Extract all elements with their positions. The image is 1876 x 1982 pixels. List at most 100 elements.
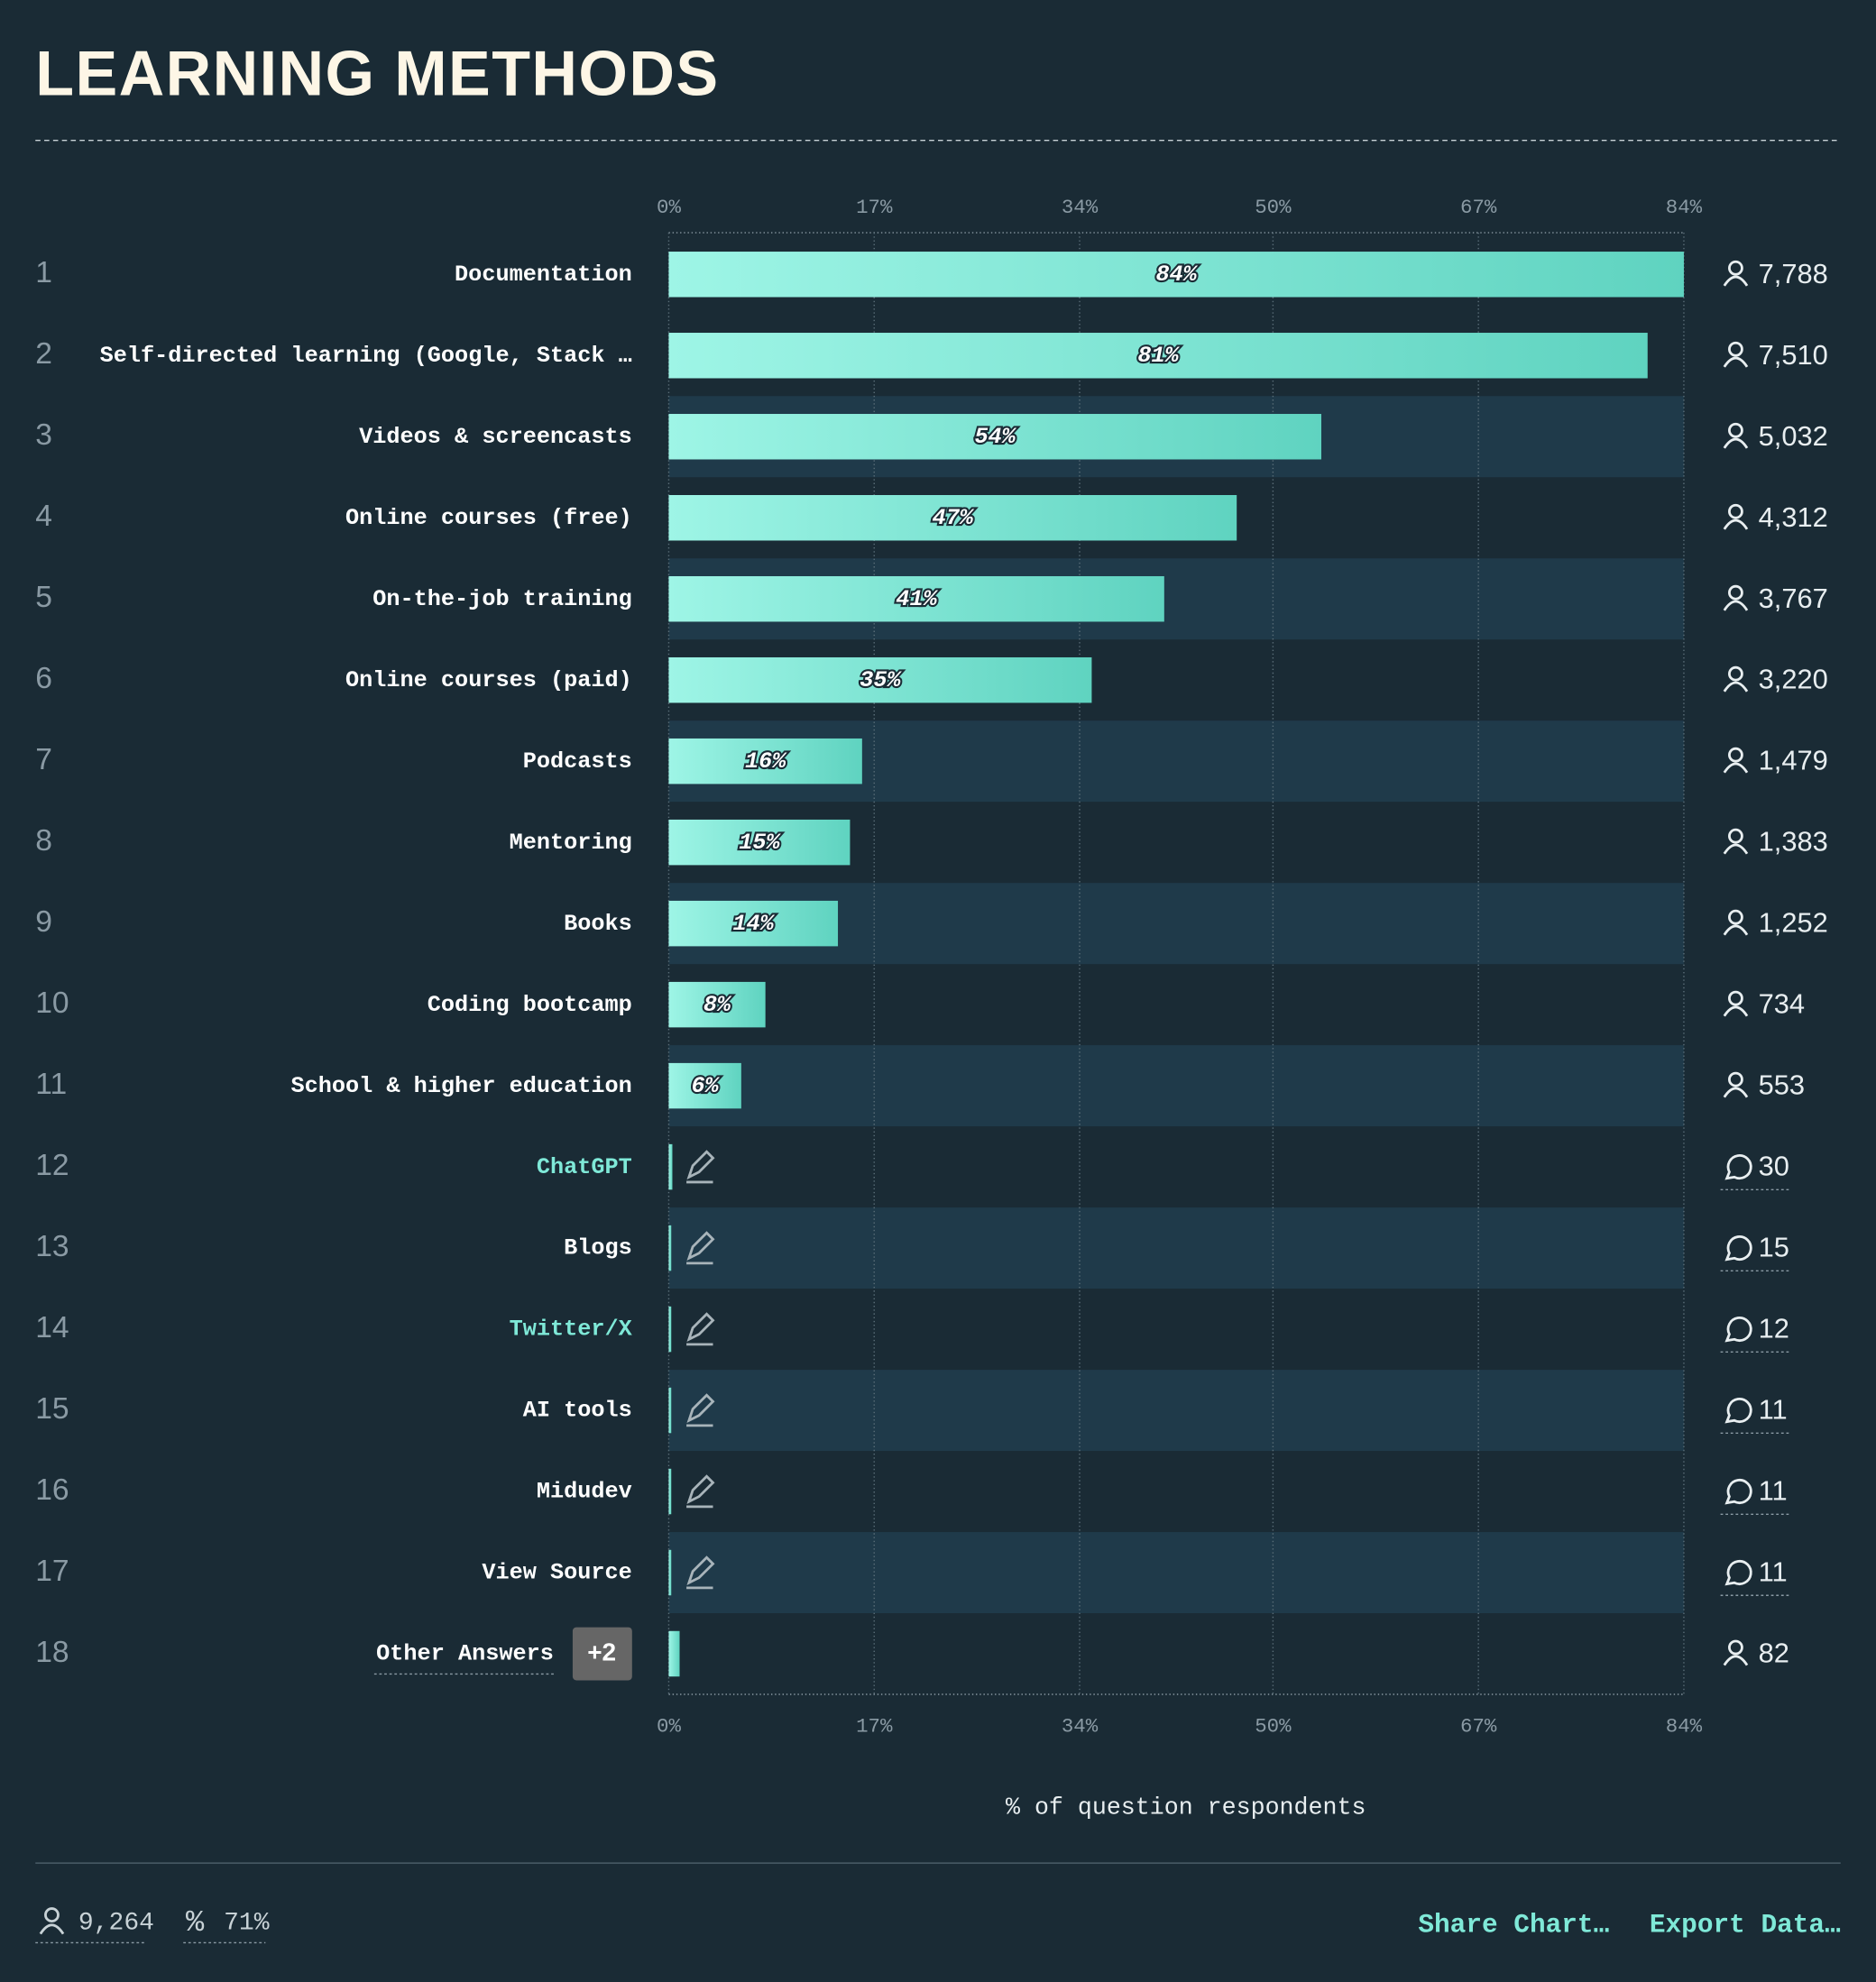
- rank: 15: [35, 1392, 69, 1426]
- bar: [668, 1630, 680, 1677]
- icon-part: [1723, 843, 1749, 855]
- icon-part: [686, 1474, 715, 1505]
- icon-part: [686, 1150, 715, 1180]
- icon-part: [1728, 503, 1743, 519]
- bar: [668, 981, 766, 1028]
- export-button[interactable]: Export Data…: [1650, 1910, 1841, 1941]
- footer-respondents: 9,264: [78, 1909, 154, 1937]
- count-icon: [1724, 1397, 1752, 1424]
- bar: [668, 252, 1684, 298]
- count-label: 11: [1759, 1556, 1788, 1588]
- category-label: Videos & screencasts: [359, 424, 632, 450]
- count-label: 82: [1759, 1638, 1789, 1669]
- edit-icon[interactable]: [686, 1150, 715, 1184]
- icon-part: [1724, 1235, 1752, 1262]
- row-stripe: [668, 1207, 1684, 1289]
- bar: [668, 738, 862, 785]
- icon-part: [1723, 275, 1749, 287]
- bar: [668, 1468, 672, 1515]
- icon-part: [1728, 1071, 1743, 1087]
- bar: [668, 1549, 672, 1596]
- count-label: 7,788: [1759, 258, 1828, 289]
- rank: 9: [35, 905, 52, 939]
- edit-icon[interactable]: [686, 1231, 715, 1265]
- count-label: 30: [1759, 1151, 1789, 1182]
- category-label: Blogs: [564, 1235, 632, 1262]
- bar: [668, 1387, 672, 1434]
- respondents-icon: [39, 1907, 65, 1935]
- category-label: Books: [564, 911, 632, 937]
- icon-part: [1724, 1478, 1752, 1505]
- x-tick-label: 0%: [657, 196, 681, 219]
- icon-part: [1723, 681, 1749, 693]
- category-label: Other Answers: [376, 1641, 554, 1667]
- count-label: 12: [1759, 1313, 1789, 1344]
- share-button[interactable]: Share Chart…: [1418, 1910, 1609, 1941]
- edit-icon[interactable]: [686, 1312, 715, 1346]
- rank: 14: [35, 1311, 69, 1344]
- row-stripe: [668, 1045, 1684, 1127]
- count-label: 553: [1759, 1069, 1805, 1101]
- bar: [668, 1143, 673, 1190]
- count-icon: [1723, 422, 1749, 449]
- rank: 6: [35, 662, 52, 695]
- icon-part: [686, 1393, 715, 1424]
- count-icon: [1724, 1154, 1752, 1180]
- bar: [668, 900, 839, 947]
- icon-part: [1723, 356, 1749, 368]
- count-icon: [1723, 260, 1749, 287]
- category-label: School & higher education: [290, 1073, 631, 1099]
- icon-part: [1723, 1087, 1749, 1098]
- rank: 18: [35, 1636, 69, 1669]
- footer-percentage: 71%: [224, 1909, 270, 1937]
- icon-part: [1728, 422, 1743, 438]
- count-icon: [1723, 909, 1749, 936]
- bar: [668, 1306, 672, 1353]
- category-label: View Source: [482, 1560, 631, 1586]
- rank: 2: [35, 337, 52, 371]
- more-badge-label: +2: [587, 1638, 616, 1665]
- count-icon: [1723, 1639, 1749, 1666]
- rank: 5: [35, 581, 52, 614]
- edit-icon[interactable]: [686, 1555, 715, 1590]
- count-icon: [1723, 747, 1749, 774]
- x-tick-label: 34%: [1062, 196, 1099, 219]
- bar: [668, 414, 1321, 460]
- count-icon: [1724, 1235, 1752, 1262]
- more-badge[interactable]: [572, 1627, 632, 1681]
- category-label: Mentoring: [510, 830, 632, 856]
- value-label: 81%: [1137, 343, 1180, 369]
- rank: 17: [35, 1555, 69, 1588]
- chart-title: LEARNING METHODS: [35, 39, 719, 109]
- icon-part: [686, 1555, 715, 1586]
- icon-part: [1728, 341, 1743, 357]
- count-label: 3,767: [1759, 583, 1828, 614]
- x-tick-label: 17%: [856, 196, 893, 219]
- bar: [668, 1062, 741, 1109]
- count-label: 11: [1759, 1475, 1788, 1507]
- x-tick-label: 84%: [1666, 196, 1703, 219]
- rank: 10: [35, 986, 69, 1020]
- category-label: Online courses (paid): [345, 667, 632, 693]
- bar: [668, 819, 851, 866]
- rank: 13: [35, 1230, 69, 1263]
- bar: [668, 495, 1237, 541]
- edit-icon[interactable]: [686, 1393, 715, 1427]
- count-icon: [1723, 503, 1749, 530]
- x-tick-label: 50%: [1255, 1715, 1292, 1739]
- x-tick-label: 17%: [856, 1715, 893, 1739]
- icon-part: [1723, 518, 1749, 530]
- edit-icon[interactable]: [686, 1474, 715, 1509]
- value-label: 47%: [933, 505, 975, 531]
- count-icon: [1723, 341, 1749, 368]
- count-label: 734: [1759, 988, 1805, 1020]
- icon-part: [1723, 762, 1749, 774]
- row-stripe: [668, 1370, 1684, 1452]
- icon-part: [1728, 584, 1743, 601]
- category-label: Twitter/X: [510, 1317, 633, 1343]
- icon-part: [1724, 1317, 1752, 1343]
- category-label: AI tools: [523, 1398, 632, 1424]
- row-stripe: [668, 1532, 1684, 1614]
